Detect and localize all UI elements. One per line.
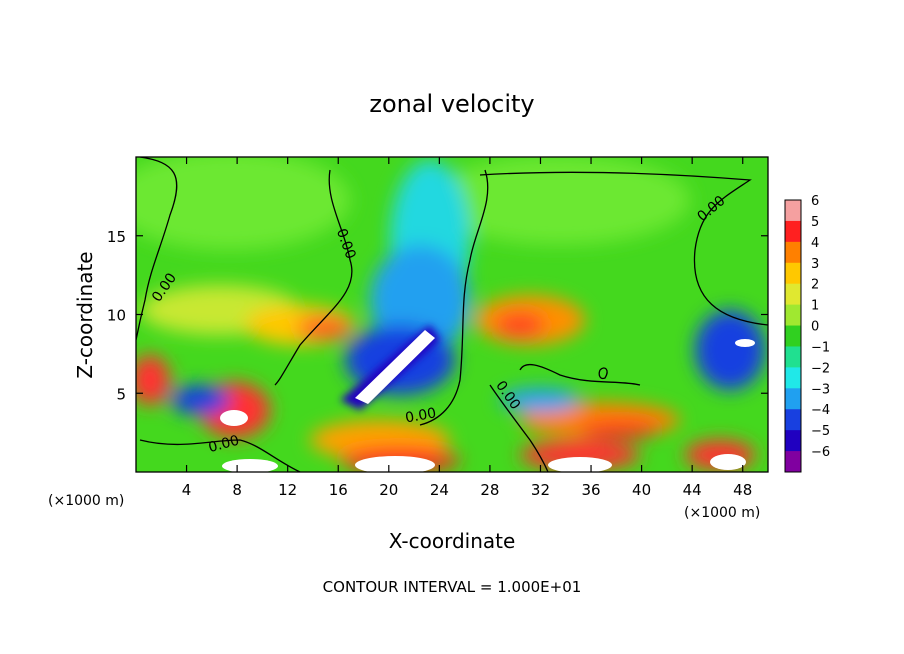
x-tick-label: 16 [329,481,348,499]
chart-title: zonal velocity [369,90,534,118]
y-axis-ticks: 5 10 15 [107,228,768,403]
x-tick-label: 28 [480,481,499,499]
colorbar-label: −4 [811,403,830,418]
colorbar-swatch [785,283,801,306]
colorbar-label: −1 [811,340,830,355]
colorbar-swatch [785,325,801,347]
x-unit-left: (×1000 m) [48,493,124,509]
colorbar-label: 0 [811,320,819,335]
heatmap-field [136,157,768,472]
colorbar-swatch [785,262,801,285]
colorbar-swatch [785,241,801,264]
y-tick-label: 10 [107,307,126,325]
x-tick-label: 36 [581,481,600,499]
colorbar-label: 3 [811,257,819,272]
x-tick-label: 44 [683,481,702,499]
x-tick-label: 8 [232,481,242,499]
x-tick-label: 48 [733,481,752,499]
y-axis-label: Z-coordinate [73,251,97,378]
colorbar-swatch [785,451,801,473]
x-tick-label: 4 [182,481,192,499]
x-tick-label: 20 [379,481,398,499]
colorbar: 6 5 4 3 2 1 0 −1 −2 −3 −4 −5 −6 [784,194,830,473]
y-tick-label: 15 [107,228,126,246]
x-tick-label: 24 [430,481,449,499]
colorbar-swatch [785,409,801,431]
x-tick-label: 32 [531,481,550,499]
colorbar-label: −6 [811,445,830,460]
colorbar-label: −3 [811,382,830,397]
colorbar-label: −5 [811,424,830,439]
colorbar-swatch [785,200,801,222]
contour-label: 0.00 [207,433,241,457]
colorbar-frame [784,199,802,473]
colorbar-swatch [785,304,801,327]
colorbar-swatch [785,220,801,243]
colorbar-label: 1 [811,299,819,314]
colorbar-swatch [785,388,801,410]
colorbar-label: 4 [811,236,819,251]
contour-label: 0.00 [404,405,437,426]
colorbar-label: 2 [811,278,819,293]
x-unit-right: (×1000 m) [684,505,760,521]
colorbar-label: 5 [811,215,819,230]
contour-lines [136,157,768,472]
contour-interval-note: CONTOUR INTERVAL = 1.000E+01 [323,578,582,596]
x-axis-label: X-coordinate [389,529,516,553]
x-axis-ticks: 4 8 12 16 20 24 28 32 36 40 44 48 [182,157,752,499]
colorbar-swatch [785,346,801,368]
colorbar-label: 6 [811,194,819,209]
colorbar-swatch [785,367,801,389]
x-tick-label: 12 [278,481,297,499]
y-tick-label: 5 [116,385,126,403]
colorbar-swatch [785,430,801,452]
colorbar-label: −2 [811,361,830,376]
x-tick-label: 40 [632,481,651,499]
